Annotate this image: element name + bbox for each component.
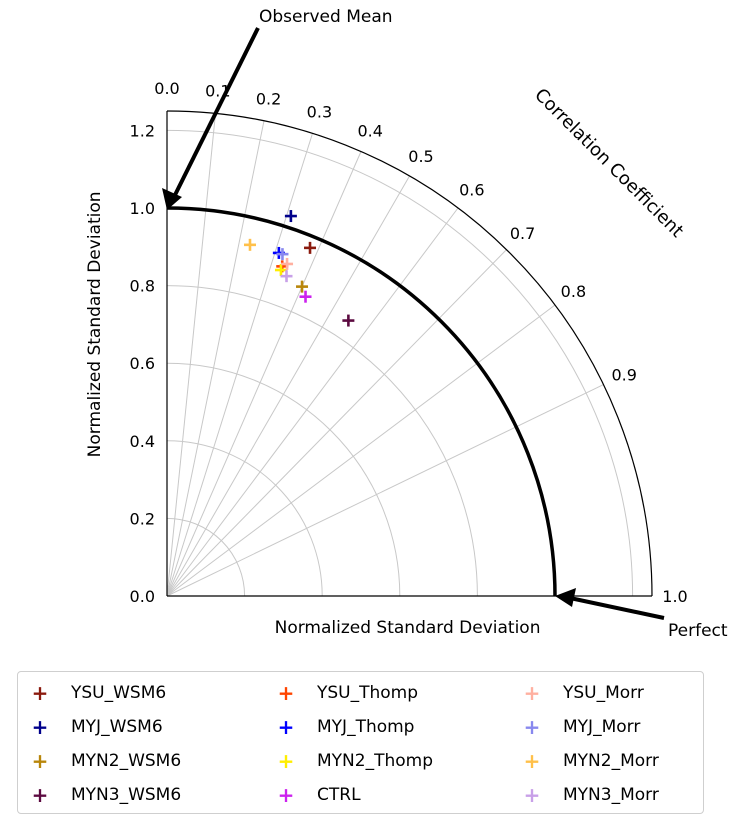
reference-std-arc xyxy=(166,206,557,597)
correlation-axis-label: Correlation Coefficient xyxy=(530,84,687,241)
data-point-ysu-morr xyxy=(281,257,294,270)
correlation-gridline xyxy=(166,120,265,597)
angular-tick-label: 0.7 xyxy=(510,224,535,243)
observed-mean-arrow-shaft xyxy=(171,27,260,200)
legend-item: + MYN2_Thomp xyxy=(273,746,433,776)
std-gridline xyxy=(166,440,323,597)
correlation-gridline xyxy=(166,113,216,597)
legend-item: + MYJ_Thomp xyxy=(273,712,415,742)
legend: + YSU_WSM6 + MYJ_WSM6 + MYN2_WSM6 + MYN3_WSM6 + Y… xyxy=(17,671,704,814)
angular-tick-label: 1.0 xyxy=(662,587,687,606)
std-gridline xyxy=(166,285,478,597)
correlation-gridline xyxy=(166,304,556,597)
angular-tick-label: 0.1 xyxy=(205,82,230,101)
legend-marker-icon: + xyxy=(277,715,295,739)
data-point-ysu-wsm6 xyxy=(304,241,317,254)
y-axis-label: Normalized Standard Deviation xyxy=(85,191,105,457)
labels: 0.0 0.2 0.4 0.6 0.8 1.0 1.2 0.0 0.1 0.2 0.3 0.4 0.5 0… xyxy=(85,7,728,641)
legend-label: YSU_Thomp xyxy=(317,683,419,703)
perfect-annotation: Perfect xyxy=(668,621,728,641)
correlation-gridline xyxy=(166,384,604,597)
legend-label: MYJ_WSM6 xyxy=(71,717,163,737)
legend-marker-icon: + xyxy=(523,715,541,739)
std-gridline xyxy=(166,362,401,597)
legend-label: YSU_Morr xyxy=(563,683,644,703)
angular-tick-label: 0.3 xyxy=(307,102,332,121)
angular-tick-label: 0.8 xyxy=(561,282,586,301)
data-point-myn2-wsm6 xyxy=(296,280,309,293)
legend-item: + MYN3_WSM6 xyxy=(27,780,182,810)
correlation-gridline xyxy=(166,175,410,597)
angular-tick-label: 0.0 xyxy=(154,79,179,98)
correlation-gridline xyxy=(166,207,459,597)
y-tick-label: 0.4 xyxy=(130,432,155,451)
legend-item: + MYN3_Morr xyxy=(519,780,659,810)
data-point-myn3-morr xyxy=(280,270,293,283)
legend-marker-icon: + xyxy=(277,749,295,773)
y-tick-label: 0.8 xyxy=(130,277,155,296)
observed-mean-annotation: Observed Mean xyxy=(259,7,393,27)
legend-marker-icon: + xyxy=(523,783,541,807)
correlation-gridline xyxy=(166,151,362,597)
data-point-myn2-thomp xyxy=(274,264,287,277)
perfect-arrowhead xyxy=(555,588,576,607)
y-tick-label: 0.0 xyxy=(130,587,155,606)
std-gridline xyxy=(166,207,556,597)
legend-marker-icon: + xyxy=(31,681,49,705)
correlation-gridline xyxy=(166,133,313,597)
axes xyxy=(162,27,665,620)
angular-tick-label: 0.9 xyxy=(611,366,636,385)
angular-tick-label: 0.4 xyxy=(357,121,382,140)
y-tick-label: 1.0 xyxy=(130,199,155,218)
y-tick-label: 1.2 xyxy=(130,121,155,140)
legend-label: MYN3_Morr xyxy=(563,785,659,805)
angular-tick-label: 0.5 xyxy=(408,147,433,166)
legend-label: MYN2_WSM6 xyxy=(71,751,182,771)
legend-label: MYN2_Morr xyxy=(563,751,659,771)
y-tick-label: 0.2 xyxy=(130,509,155,528)
legend-marker-icon: + xyxy=(523,681,541,705)
data-point-myn3-wsm6 xyxy=(342,314,355,327)
legend-marker-icon: + xyxy=(277,783,295,807)
data-points xyxy=(243,210,355,327)
correlation-gridline xyxy=(166,249,507,597)
legend-marker-icon: + xyxy=(31,715,49,739)
legend-item: + YSU_Thomp xyxy=(273,678,418,708)
grid xyxy=(166,111,652,597)
std-gridline xyxy=(166,517,246,597)
angular-tick-label: 0.2 xyxy=(256,89,281,108)
legend-label: MYN2_Thomp xyxy=(317,751,433,771)
legend-item: + YSU_Morr xyxy=(519,678,644,708)
perfect-arrow-shaft xyxy=(569,596,665,620)
legend-label: CTRL xyxy=(317,785,361,805)
legend-marker-icon: + xyxy=(31,783,49,807)
legend-label: MYJ_Morr xyxy=(563,717,641,737)
legend-item: + MYN2_WSM6 xyxy=(27,746,182,776)
legend-marker-icon: + xyxy=(523,749,541,773)
legend-item: + MYJ_Morr xyxy=(519,712,641,742)
angular-tick-label: 0.6 xyxy=(459,181,484,200)
data-point-myj-wsm6 xyxy=(284,210,297,223)
legend-item: + MYN2_Morr xyxy=(519,746,659,776)
legend-item: + YSU_WSM6 xyxy=(27,678,167,708)
legend-item: + CTRL xyxy=(273,780,361,810)
data-point-myn2-morr xyxy=(243,238,256,251)
data-point-myj-morr xyxy=(276,248,289,261)
outer-arc xyxy=(166,110,653,597)
observed-mean-arrowhead xyxy=(162,188,182,210)
legend-item: + MYJ_WSM6 xyxy=(27,712,163,742)
taylor-diagram: 0.0 0.2 0.4 0.6 0.8 1.0 1.2 0.0 0.1 0.2 0.3 0.4 0.5 0… xyxy=(85,7,728,641)
x-axis-label: Normalized Standard Deviation xyxy=(275,618,541,638)
legend-label: YSU_WSM6 xyxy=(71,683,167,703)
data-point-ctrl xyxy=(299,290,312,303)
std-gridline xyxy=(166,129,634,597)
legend-marker-icon: + xyxy=(277,681,295,705)
legend-marker-icon: + xyxy=(31,749,49,773)
legend-label: MYN3_WSM6 xyxy=(71,785,182,805)
legend-label: MYJ_Thomp xyxy=(317,717,415,737)
y-tick-label: 0.6 xyxy=(130,354,155,373)
